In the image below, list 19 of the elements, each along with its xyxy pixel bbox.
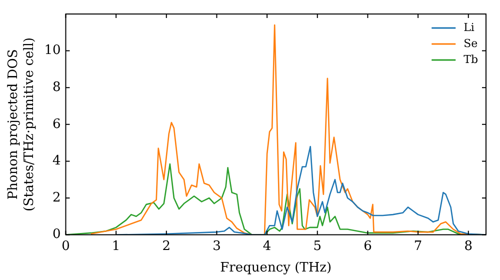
y-tick-label: 2 <box>52 190 61 206</box>
legend-label: Tb <box>464 52 478 66</box>
x-tick-label: 2 <box>162 238 171 254</box>
y-tick-label: 0 <box>52 227 61 242</box>
y-axis-title: Phonon projected DOS (States/THz·primitive cell) <box>6 37 37 212</box>
y-tick-label: 8 <box>52 80 61 95</box>
x-tick-label: 4 <box>262 238 272 254</box>
legend-label: Li <box>464 20 475 34</box>
x-tick-label: 8 <box>464 238 473 254</box>
x-tick-label: 3 <box>212 238 221 254</box>
y-tick-label: 6 <box>52 116 61 132</box>
y-tick-label: 4 <box>52 154 61 169</box>
x-axis-title: Frequency (THz) <box>220 260 332 276</box>
y-tick-label: 10 <box>44 43 61 58</box>
x-tick-label: 7 <box>414 238 422 254</box>
x-tick-label: 1 <box>112 238 120 254</box>
x-tick-label: 5 <box>313 238 322 254</box>
legend-label: Se <box>464 36 478 50</box>
x-tick-label: 6 <box>364 238 372 254</box>
